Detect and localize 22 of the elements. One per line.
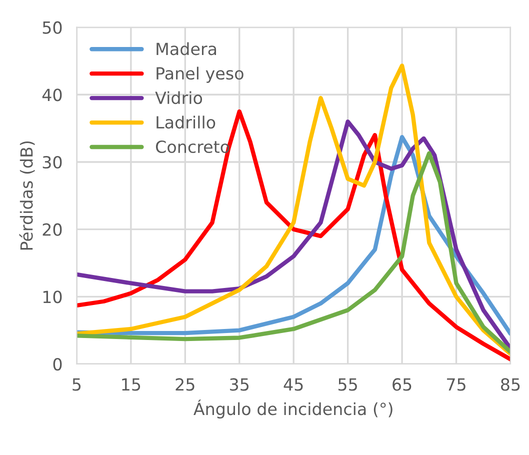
- x-tick-label: 45: [284, 378, 303, 391]
- y-tick-label: 0: [53, 358, 62, 371]
- legend-label: Vidrio: [155, 91, 202, 104]
- y-tick-label: 40: [42, 88, 62, 102]
- x-tick-label: 25: [176, 378, 194, 391]
- x-tick-label: 65: [392, 378, 412, 391]
- x-tick-label: 5: [72, 378, 81, 391]
- x-tick-label: 85: [501, 378, 520, 391]
- legend-label: Madera: [156, 42, 216, 56]
- legend-label: Ladrillo: [156, 116, 216, 129]
- x-tick-label: 35: [230, 378, 249, 391]
- y-tick-label: 50: [42, 21, 62, 34]
- line-series: [76, 64, 510, 356]
- y-tick-label: 30: [42, 156, 62, 169]
- y-axis-title: Pérdidas (dB): [19, 141, 35, 250]
- legend-label: Panel yeso: [156, 66, 244, 83]
- x-tick-label: 75: [447, 378, 466, 391]
- y-tick-label: 20: [42, 223, 62, 236]
- y-tick-label: 10: [43, 290, 62, 304]
- x-tick-label: 55: [338, 378, 357, 391]
- x-tick-label: 15: [122, 378, 140, 391]
- x-axis-title: Ángulo de incidencia (°): [194, 400, 392, 418]
